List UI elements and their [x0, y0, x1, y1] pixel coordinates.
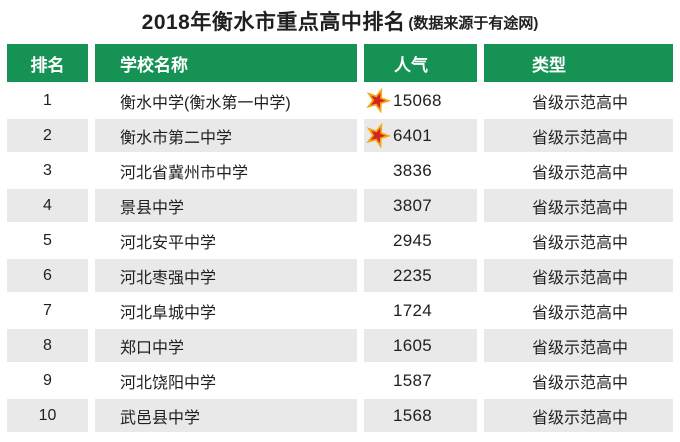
popularity-cell: 2945	[364, 224, 477, 257]
type-cell: 省级示范高中	[484, 294, 673, 327]
table-row: 7 河北阜城中学 1724 省级示范高中	[7, 294, 673, 327]
table-row: 10 武邑县中学 1568 省级示范高中	[7, 399, 673, 432]
rank-cell: 4	[7, 189, 88, 222]
table-row: 4 景县中学 3807 省级示范高中	[7, 189, 673, 222]
type-cell: 省级示范高中	[484, 154, 673, 187]
school-cell: 武邑县中学	[95, 399, 357, 432]
column-header-popularity: 人气	[364, 44, 477, 82]
popularity-value: 1724	[393, 300, 433, 320]
table-row: 9 河北饶阳中学 1587 省级示范高中	[7, 364, 673, 397]
title-main: 2018年衡水市重点高中排名	[141, 11, 406, 34]
rank-cell: 8	[7, 329, 88, 362]
popularity-cell: 3807	[364, 189, 477, 222]
type-cell: 省级示范高中	[484, 329, 673, 362]
rank-cell: 10	[7, 399, 88, 432]
type-cell: 省级示范高中	[484, 119, 673, 152]
school-cell: 景县中学	[95, 189, 357, 222]
type-cell: 省级示范高中	[484, 399, 673, 432]
rank-cell: 5	[7, 224, 88, 257]
table-row: 1 衡水中学(衡水第一中学) 15068 省级示范高中	[7, 84, 673, 117]
popularity-cell: 2235	[364, 259, 477, 292]
rank-cell: 7	[7, 294, 88, 327]
table-body: 1 衡水中学(衡水第一中学) 15068 省级示范高中 2 衡水市第二中学	[7, 84, 673, 432]
type-cell: 省级示范高中	[484, 364, 673, 397]
column-header-school: 学校名称	[95, 44, 357, 82]
popularity-content: 1605	[364, 329, 477, 362]
rank-cell: 2	[7, 119, 88, 152]
popularity-value: 2945	[393, 230, 433, 250]
popularity-content: 2235	[364, 259, 477, 292]
rank-cell: 3	[7, 154, 88, 187]
popularity-value: 3807	[393, 195, 433, 215]
popularity-content: 15068	[364, 84, 477, 117]
column-header-type: 类型	[484, 44, 673, 82]
school-cell: 衡水市第二中学	[95, 119, 357, 152]
popularity-content: 6401	[364, 119, 477, 152]
column-header-rank: 排名	[7, 44, 88, 82]
table-row: 2 衡水市第二中学 6401 省级示范高中	[7, 119, 673, 152]
popularity-content: 3807	[364, 189, 477, 222]
star-icon	[364, 123, 393, 148]
popularity-cell: 1724	[364, 294, 477, 327]
rank-cell: 1	[7, 84, 88, 117]
table-row: 5 河北安平中学 2945 省级示范高中	[7, 224, 673, 257]
popularity-value: 1568	[393, 405, 433, 425]
popularity-cell: 1605	[364, 329, 477, 362]
popularity-cell: 1568	[364, 399, 477, 432]
type-cell: 省级示范高中	[484, 189, 673, 222]
popularity-value: 15068	[393, 90, 442, 110]
school-cell: 河北省冀州市中学	[95, 154, 357, 187]
page-title: 2018年衡水市重点高中排名 (数据来源于有途网)	[0, 0, 680, 42]
rank-cell: 6	[7, 259, 88, 292]
school-cell: 河北阜城中学	[95, 294, 357, 327]
popularity-value: 6401	[393, 125, 433, 145]
popularity-cell: 6401	[364, 119, 477, 152]
table-row: 8 郑口中学 1605 省级示范高中	[7, 329, 673, 362]
popularity-value: 3836	[393, 160, 433, 180]
school-cell: 河北枣强中学	[95, 259, 357, 292]
table-header: 排名 学校名称 人气 类型	[7, 44, 673, 82]
type-cell: 省级示范高中	[484, 224, 673, 257]
type-cell: 省级示范高中	[484, 259, 673, 292]
school-cell: 郑口中学	[95, 329, 357, 362]
school-cell: 河北饶阳中学	[95, 364, 357, 397]
rank-cell: 9	[7, 364, 88, 397]
popularity-content: 1568	[364, 399, 477, 432]
type-cell: 省级示范高中	[484, 84, 673, 117]
school-cell: 衡水中学(衡水第一中学)	[95, 84, 357, 117]
popularity-content: 2945	[364, 224, 477, 257]
popularity-cell: 15068	[364, 84, 477, 117]
title-source-note: (数据来源于有途网)	[408, 14, 539, 32]
table-row: 6 河北枣强中学 2235 省级示范高中	[7, 259, 673, 292]
school-cell: 河北安平中学	[95, 224, 357, 257]
popularity-cell: 1587	[364, 364, 477, 397]
popularity-content: 3836	[364, 154, 477, 187]
star-icon	[364, 88, 393, 113]
ranking-table: 排名 学校名称 人气 类型 1 衡水中学(衡水第一中学) 15068 省级示范高…	[0, 42, 680, 434]
header-row: 排名 学校名称 人气 类型	[7, 44, 673, 82]
popularity-content: 1724	[364, 294, 477, 327]
popularity-value: 1605	[393, 335, 433, 355]
popularity-content: 1587	[364, 364, 477, 397]
popularity-value: 2235	[393, 265, 433, 285]
popularity-cell: 3836	[364, 154, 477, 187]
popularity-value: 1587	[393, 370, 433, 390]
table-row: 3 河北省冀州市中学 3836 省级示范高中	[7, 154, 673, 187]
